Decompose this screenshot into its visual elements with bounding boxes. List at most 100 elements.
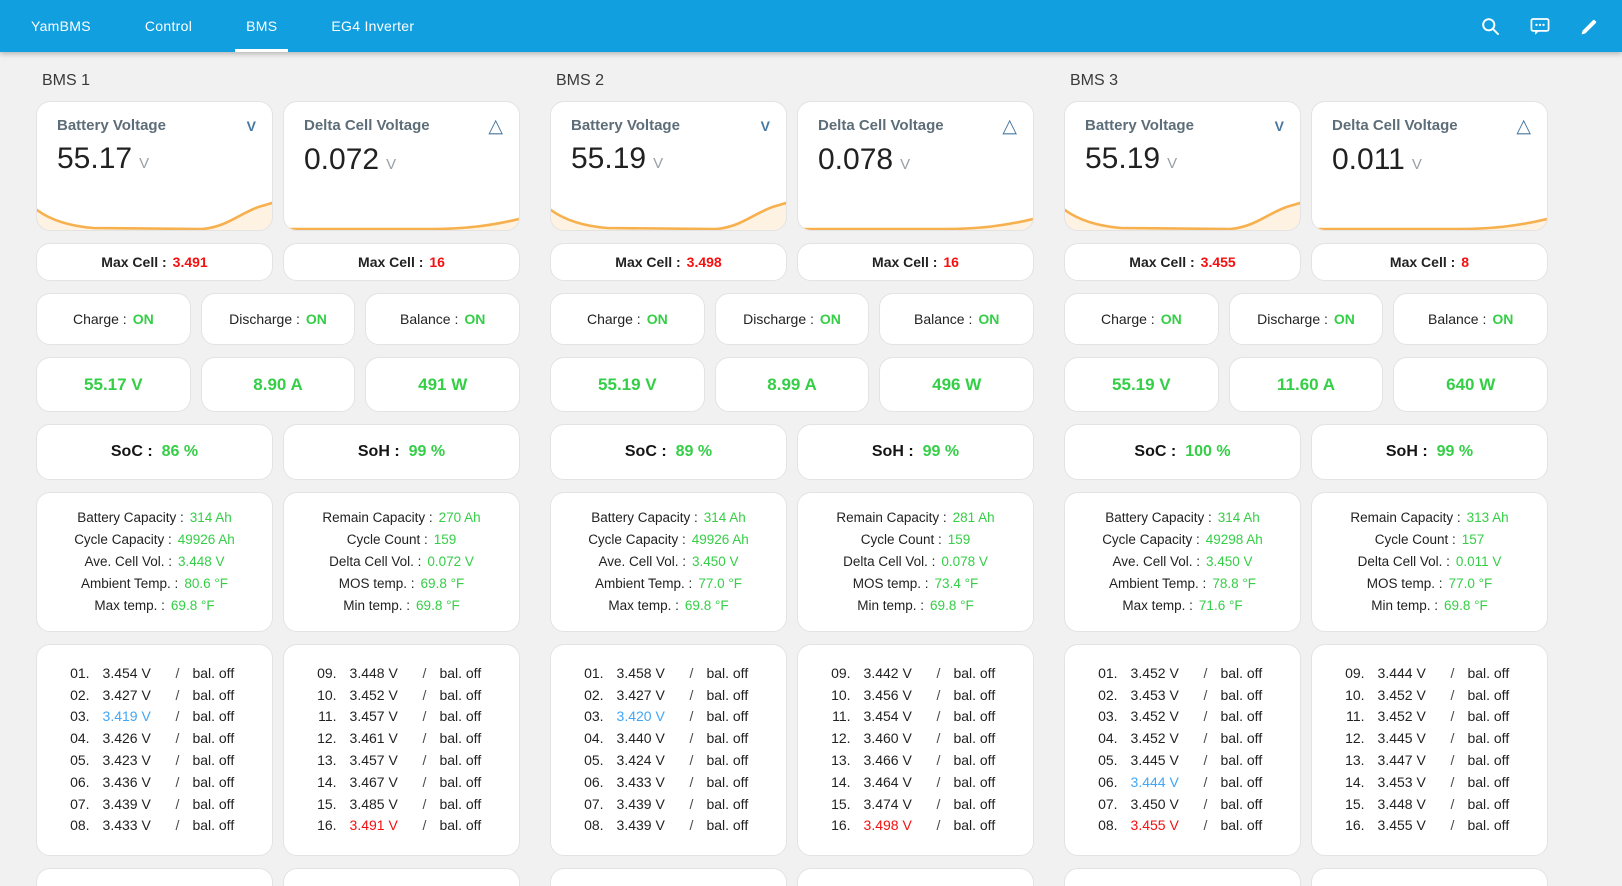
gauge-title: Battery Voltage <box>1085 117 1194 134</box>
max-cell-label: Max Cell : <box>872 254 938 270</box>
toggle-state: ON <box>305 311 327 327</box>
cell-voltage: 3.452 V <box>1130 708 1179 725</box>
cell-row: 14. 3.453 V / bal. off <box>1312 772 1547 794</box>
nav-tab[interactable]: Control <box>118 0 219 52</box>
nav-tab[interactable]: EG4 Inverter <box>304 0 441 52</box>
bms-column: BMS 3 Battery Voltage V 55.19 V <box>1064 64 1549 886</box>
stat-label: Max temp. : <box>94 598 165 613</box>
soh-value: 99 % <box>1436 443 1474 460</box>
cell-balance-state: bal. off <box>706 664 749 681</box>
cell-separator: / <box>936 752 941 768</box>
toggle-button[interactable]: Balance : ON <box>365 293 521 345</box>
nav-tab[interactable]: YamBMS <box>4 0 118 52</box>
edit-icon[interactable] <box>1579 16 1600 37</box>
cell-row: 10. 3.452 V / bal. off <box>284 685 519 707</box>
cell-balance-state: bal. off <box>706 730 749 747</box>
cell-voltage: 3.442 V <box>863 664 912 681</box>
bms-group-title: BMS 2 <box>556 72 605 89</box>
gauge-head: Battery Voltage V <box>571 117 770 135</box>
stat-line: Remain Capacity : 281 Ah <box>802 507 1029 529</box>
max-cell-value: 3.498 <box>686 254 722 270</box>
cell-row: 04. 3.440 V / bal. off <box>551 728 786 750</box>
cell-separator: / <box>1203 795 1208 812</box>
soh-card: SoH : 99 % <box>797 424 1034 480</box>
switch-row: Charge : ON Discharge : ON Balance : ON <box>1064 293 1549 345</box>
stat-label: Ambient Temp. : <box>1109 576 1207 591</box>
toggle-button[interactable]: Charge : ON <box>36 293 191 345</box>
cell-separator: / <box>936 817 941 834</box>
chat-icon[interactable] <box>1529 16 1551 37</box>
cell-list-card-right: 09. 3.444 V / bal. off 10. 3.452 V / bal… <box>1311 644 1548 856</box>
cell-number: 09. <box>831 664 851 681</box>
stat-label: Delta Cell Vol. : <box>843 554 936 569</box>
cell-number: 04. <box>70 730 90 747</box>
stats-card-left: Battery Capacity : 314 Ah Cycle Capacity… <box>550 492 787 632</box>
toggle-button[interactable]: Discharge : ON <box>714 293 870 345</box>
max-cell-row: Max Cell : 3.491 Max Cell : 16 <box>36 243 520 281</box>
cell-balance-state: bal. off <box>1220 708 1263 725</box>
delta-sparkline-chart <box>284 217 519 230</box>
cell-separator: / <box>175 795 180 812</box>
gauge-head: Battery Voltage V <box>1085 117 1284 135</box>
stats-row: Battery Capacity : 314 Ah Cycle Capacity… <box>550 492 1034 632</box>
cell-balance-state: bal. off <box>192 686 235 703</box>
cell-balance-state: bal. off <box>192 795 235 812</box>
bms-column: BMS 2 Battery Voltage V 55.19 V <box>550 64 1035 886</box>
cell-voltage: 3.419 V <box>102 708 151 725</box>
cell-balance-state: bal. off <box>706 708 749 725</box>
stat-line: Cycle Capacity : 49926 Ah <box>41 529 268 551</box>
cell-row: 09. 3.444 V / bal. off <box>1312 663 1547 685</box>
toggle-button[interactable]: Balance : ON <box>879 293 1035 345</box>
metric-value: 8.99 A <box>767 374 817 394</box>
delta-sparkline-chart <box>798 217 1033 230</box>
toggle-button[interactable]: Discharge : ON <box>200 293 356 345</box>
cell-separator: / <box>1450 664 1455 681</box>
cell-separator: / <box>1203 773 1208 790</box>
stat-label: Cycle Capacity : <box>588 532 686 547</box>
cell-separator: / <box>689 795 694 812</box>
max-cell-label: Max Cell : <box>615 254 681 270</box>
stat-value: 69.8 °F <box>170 598 215 613</box>
cell-number: 16. <box>317 817 337 834</box>
toggle-button[interactable]: Charge : ON <box>550 293 705 345</box>
switch-row: Charge : ON Discharge : ON Balance : ON <box>550 293 1035 345</box>
cell-separator: / <box>936 773 941 790</box>
stat-value: 281 Ah <box>952 510 995 525</box>
delta-max-cell-card: Max Cell : 16 <box>797 243 1034 281</box>
cell-voltage: 3.452 V <box>1377 686 1426 703</box>
stat-label: Ave. Cell Vol. : <box>598 554 686 569</box>
gauge-value: 55.19 V <box>571 142 770 176</box>
nav-tab[interactable]: BMS <box>219 0 304 52</box>
stat-label: Cycle Count : <box>346 532 428 547</box>
stat-line: Min temp. : 69.8 °F <box>288 595 515 617</box>
cell-number: 03. <box>70 708 90 725</box>
cell-balance-state: bal. off <box>1467 730 1510 747</box>
cell-list-card-left: 01. 3.452 V / bal. off 02. 3.453 V / bal… <box>1064 644 1301 856</box>
stat-line: Max temp. : 69.8 °F <box>555 595 782 617</box>
cell-number: 12. <box>831 730 851 747</box>
gauge-number: 55.17 <box>57 142 133 175</box>
cell-separator: / <box>175 664 180 681</box>
cell-voltage: 3.427 V <box>616 686 665 703</box>
cell-number: 14. <box>1345 773 1365 790</box>
cell-balance-state: bal. off <box>1220 686 1263 703</box>
stat-line: Ambient Temp. : 78.8 °F <box>1069 573 1296 595</box>
cell-row: 15. 3.448 V / bal. off <box>1312 794 1547 816</box>
cell-separator: / <box>1450 817 1455 834</box>
toggle-button[interactable]: Charge : ON <box>1064 293 1219 345</box>
stat-label: Cycle Capacity : <box>74 532 172 547</box>
toggle-button[interactable]: Discharge : ON <box>1228 293 1384 345</box>
toggle-state: ON <box>464 311 486 327</box>
cell-number: 15. <box>1345 795 1365 812</box>
cell-balance-state: bal. off <box>953 686 996 703</box>
cell-row: 08. 3.455 V / bal. off <box>1065 815 1300 837</box>
toggle-button[interactable]: Balance : ON <box>1393 293 1549 345</box>
gauge-number: 55.19 <box>1085 142 1161 175</box>
cell-separator: / <box>689 686 694 703</box>
search-icon[interactable] <box>1480 16 1501 37</box>
cell-voltage: 3.444 V <box>1130 773 1179 790</box>
stats-card-right: Remain Capacity : 281 Ah Cycle Count : 1… <box>797 492 1034 632</box>
cell-row: 11. 3.452 V / bal. off <box>1312 706 1547 728</box>
partial-card <box>283 868 520 886</box>
cell-row: 13. 3.447 V / bal. off <box>1312 750 1547 772</box>
